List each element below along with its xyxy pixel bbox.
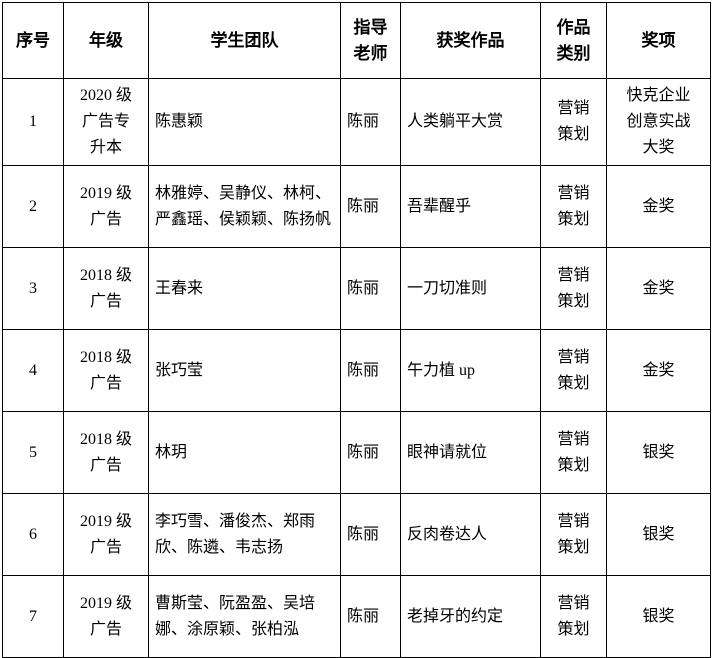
cell-work: 午力植 up bbox=[400, 329, 541, 412]
cell-work: 一刀切准则 bbox=[400, 247, 541, 330]
cell-grade: 2020 级 广告专 升本 bbox=[63, 78, 149, 166]
cell-no: 6 bbox=[2, 493, 64, 576]
cell-award: 银奖 bbox=[606, 575, 711, 658]
cell-advisor: 陈丽 bbox=[340, 493, 401, 576]
cell-grade: 2018 级 广告 bbox=[63, 411, 149, 494]
cell-team: 陈惠颖 bbox=[148, 78, 341, 166]
cell-no: 3 bbox=[2, 247, 64, 330]
header-category: 作品 类别 bbox=[540, 2, 607, 79]
cell-category: 营销 策划 bbox=[540, 78, 607, 166]
cell-award: 银奖 bbox=[606, 411, 711, 494]
cell-work: 反肉卷达人 bbox=[400, 493, 541, 576]
cell-advisor: 陈丽 bbox=[340, 329, 401, 412]
cell-award: 金奖 bbox=[606, 247, 711, 330]
cell-work: 吾辈醒乎 bbox=[400, 165, 541, 248]
cell-advisor: 陈丽 bbox=[340, 411, 401, 494]
cell-advisor: 陈丽 bbox=[340, 165, 401, 248]
table-row: 4 2018 级 广告 张巧莹 陈丽 午力植 up 营销 策划 金奖 bbox=[2, 329, 711, 412]
cell-team: 曹斯莹、阮盈盈、吴培娜、涂原颖、张柏泓 bbox=[148, 575, 341, 658]
cell-work: 老掉牙的约定 bbox=[400, 575, 541, 658]
table-row: 1 2020 级 广告专 升本 陈惠颖 陈丽 人类躺平大赏 营销 策划 快克企业… bbox=[2, 78, 711, 166]
header-no: 序号 bbox=[2, 2, 64, 79]
cell-grade: 2019 级 广告 bbox=[63, 575, 149, 658]
cell-advisor: 陈丽 bbox=[340, 247, 401, 330]
cell-no: 4 bbox=[2, 329, 64, 412]
cell-team: 林玥 bbox=[148, 411, 341, 494]
cell-award: 金奖 bbox=[606, 165, 711, 248]
table-row: 3 2018 级 广告 王春来 陈丽 一刀切准则 营销 策划 金奖 bbox=[2, 247, 711, 330]
cell-work: 人类躺平大赏 bbox=[400, 78, 541, 166]
cell-no: 1 bbox=[2, 78, 64, 166]
cell-advisor: 陈丽 bbox=[340, 575, 401, 658]
cell-category: 营销 策划 bbox=[540, 575, 607, 658]
cell-grade: 2019 级 广告 bbox=[63, 165, 149, 248]
cell-category: 营销 策划 bbox=[540, 493, 607, 576]
header-work: 获奖作品 bbox=[400, 2, 541, 79]
cell-category: 营销 策划 bbox=[540, 247, 607, 330]
cell-grade: 2018 级 广告 bbox=[63, 329, 149, 412]
cell-team: 王春来 bbox=[148, 247, 341, 330]
cell-team: 张巧莹 bbox=[148, 329, 341, 412]
cell-category: 营销 策划 bbox=[540, 165, 607, 248]
cell-grade: 2019 级 广告 bbox=[63, 493, 149, 576]
header-row: 序号 年级 学生团队 指导 老师 获奖作品 作品 类别 奖项 bbox=[2, 2, 711, 79]
cell-no: 5 bbox=[2, 411, 64, 494]
header-advisor: 指导 老师 bbox=[340, 2, 401, 79]
cell-award: 快克企业 创意实战 大奖 bbox=[606, 78, 711, 166]
header-grade: 年级 bbox=[63, 2, 149, 79]
table-row: 2 2019 级 广告 林雅婷、吴静仪、林柯、严鑫瑶、侯颖颖、陈扬帆 陈丽 吾辈… bbox=[2, 165, 711, 248]
cell-no: 2 bbox=[2, 165, 64, 248]
table-row: 5 2018 级 广告 林玥 陈丽 眼神请就位 营销 策划 银奖 bbox=[2, 411, 711, 494]
cell-no: 7 bbox=[2, 575, 64, 658]
table-row: 6 2019 级 广告 李巧雪、潘俊杰、郑雨欣、陈遴、韦志扬 陈丽 反肉卷达人 … bbox=[2, 493, 711, 576]
cell-award: 金奖 bbox=[606, 329, 711, 412]
header-team: 学生团队 bbox=[148, 2, 341, 79]
cell-work: 眼神请就位 bbox=[400, 411, 541, 494]
cell-category: 营销 策划 bbox=[540, 329, 607, 412]
header-award: 奖项 bbox=[606, 2, 711, 79]
cell-advisor: 陈丽 bbox=[340, 78, 401, 166]
table-row: 7 2019 级 广告 曹斯莹、阮盈盈、吴培娜、涂原颖、张柏泓 陈丽 老掉牙的约… bbox=[2, 575, 711, 658]
cell-team: 李巧雪、潘俊杰、郑雨欣、陈遴、韦志扬 bbox=[148, 493, 341, 576]
cell-award: 银奖 bbox=[606, 493, 711, 576]
cell-team: 林雅婷、吴静仪、林柯、严鑫瑶、侯颖颖、陈扬帆 bbox=[148, 165, 341, 248]
cell-category: 营销 策划 bbox=[540, 411, 607, 494]
cell-grade: 2018 级 广告 bbox=[63, 247, 149, 330]
